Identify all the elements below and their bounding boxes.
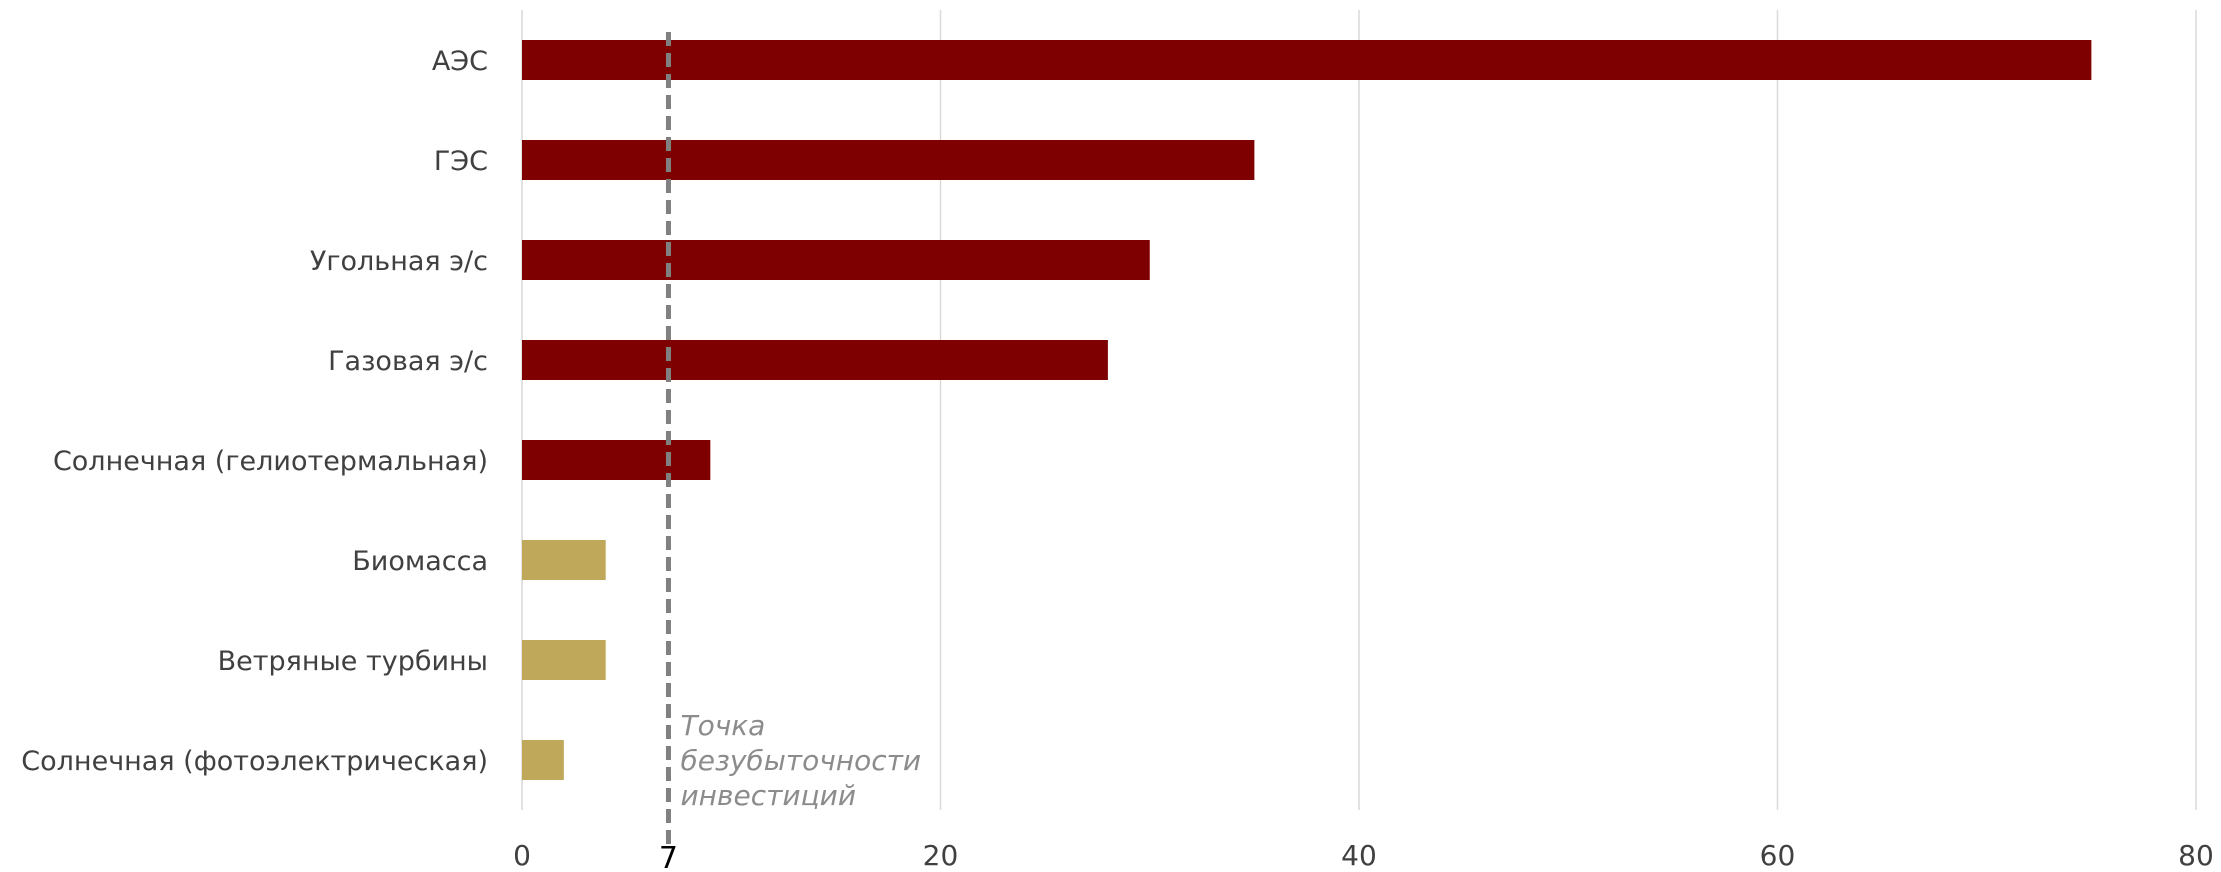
- bar: [522, 40, 2092, 80]
- category-label: Угольная э/с: [310, 246, 488, 277]
- breakeven-tick-label: 7: [659, 841, 678, 872]
- category-label: Солнечная (гелиотермальная): [53, 446, 488, 477]
- bar: [522, 440, 711, 480]
- category-label: Биомасса: [352, 546, 488, 577]
- x-tick-label: 80: [2178, 839, 2214, 872]
- breakeven-annotation-line-3: инвестиций: [680, 779, 856, 812]
- x-axis-tick-labels: 0 20 40 60 80: [513, 839, 2214, 872]
- bar: [522, 240, 1150, 280]
- bar: [522, 340, 1108, 380]
- category-label: АЭС: [432, 46, 488, 77]
- x-tick-label: 40: [1341, 839, 1377, 872]
- breakeven-annotation-line-1: Точка: [680, 709, 765, 742]
- x-tick-label: 60: [1760, 839, 1796, 872]
- category-label: Ветряные турбины: [218, 646, 488, 677]
- x-tick-label: 20: [923, 839, 959, 872]
- bars: [522, 40, 2092, 780]
- gridlines: [521, 10, 2197, 810]
- bar: [522, 740, 564, 780]
- breakeven-annotation-line-2: безубыточности: [680, 744, 921, 777]
- bar: [522, 540, 606, 580]
- category-labels: АЭС ГЭС Угольная э/с Газовая э/с Солнечная (…: [21, 46, 488, 777]
- category-label: Солнечная (фотоэлектрическая): [21, 746, 488, 777]
- bar: [522, 140, 1255, 180]
- breakeven-reference: 7 Точка безубыточности инвестиций: [659, 32, 930, 872]
- category-label: Газовая э/с: [328, 346, 488, 377]
- breakeven-annotation: Точка безубыточности инвестиций: [680, 709, 930, 812]
- bar: [522, 640, 606, 680]
- category-label: ГЭС: [434, 146, 488, 177]
- x-tick-label: 0: [513, 839, 531, 872]
